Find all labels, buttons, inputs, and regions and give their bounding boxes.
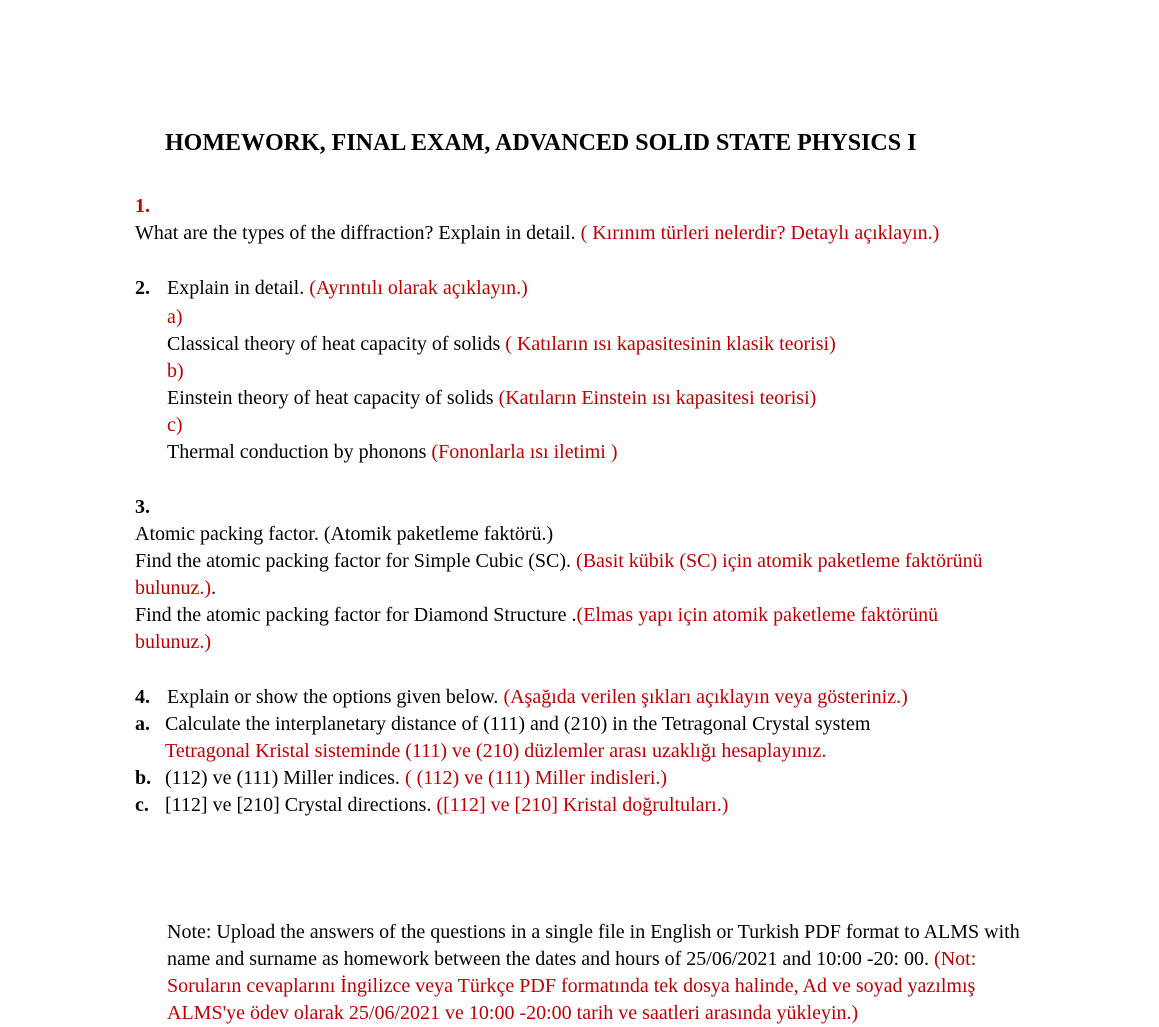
q3-l2-en: Find the atomic packing factor for Simpl… (135, 550, 576, 572)
q4-number: 4. (135, 684, 167, 711)
q2-a-en: Classical theory of heat capacity of sol… (167, 333, 505, 355)
q1-number: 1. (135, 193, 167, 220)
q2-a-label: a) (167, 304, 195, 331)
q3-l3-en: Find the atomic packing factor for Diamo… (135, 604, 577, 626)
q4-a-tr: Tetragonal Kristal sisteminde (111) ve (… (165, 740, 826, 762)
q3-l1-en: Atomic packing factor. (135, 523, 324, 545)
q4-c-label: c. (135, 792, 165, 819)
question-1: 1. What are the types of the diffraction… (135, 193, 1039, 247)
q2-intro-tr: (Ayrıntılı olarak açıklayın.) (309, 277, 528, 299)
q3-number: 3. (135, 494, 167, 521)
q2-b-en: Einstein theory of heat capacity of soli… (167, 387, 499, 409)
q2-a-tr: ( Katıların ısı kapasitesinin klasik teo… (505, 333, 836, 355)
q2-item-a: a) Classical theory of heat capacity of … (167, 304, 1035, 358)
question-2: 2. Explain in detail. (Ayrıntılı olarak … (135, 275, 1039, 466)
q4-b-en: (112) ve (111) Miller indices. (165, 767, 405, 789)
q4-a-label: a. (135, 711, 165, 765)
q4-c-en: [112] ve [210] Crystal directions. (165, 794, 436, 816)
q4-a-en: Calculate the interplanetary distance of… (165, 713, 870, 735)
q4-intro: Explain or show the options given below.… (167, 684, 1035, 711)
q2-item-b: b) Einstein theory of heat capacity of s… (167, 358, 1035, 412)
note-block: Note: Upload the answers of the question… (135, 919, 1039, 1027)
q3-body: Atomic packing factor. (Atomik paketleme… (135, 521, 1003, 656)
q3-l2-dot: . (211, 577, 216, 599)
q2-intro-en: Explain in detail. (167, 277, 309, 299)
q2-b-tr: (Katıların Einstein ısı kapasitesi teori… (499, 387, 817, 409)
note-en: Note: Upload the answers of the question… (167, 921, 1020, 970)
q2-number: 2. (135, 275, 167, 466)
q2-c-label: c) (167, 412, 195, 439)
q1-body: What are the types of the diffraction? E… (135, 220, 1003, 247)
q4-item-a: a. Calculate the interplanetary distance… (135, 711, 1039, 765)
q1-text-tr: ( Kırınım türleri nelerdir? Detaylı açık… (581, 222, 940, 244)
q4-b-label: b. (135, 765, 165, 792)
q2-c-tr: (Fononlarla ısı iletimi ) (431, 441, 617, 463)
q4-item-b: b. (112) ve (111) Miller indices. ( (112… (135, 765, 1039, 792)
question-3: 3. Atomic packing factor. (Atomik paketl… (135, 494, 1039, 656)
q4-c-tr: ([112] ve [210] Kristal doğrultuları.) (436, 794, 728, 816)
q2-item-c: c) Thermal conduction by phonons (Fononl… (167, 412, 1035, 466)
q3-l1-paren: (Atomik paketleme faktörü.) (324, 523, 553, 545)
q2-b-label: b) (167, 358, 195, 385)
q2-body: Explain in detail. (Ayrıntılı olarak açı… (167, 275, 1035, 466)
document-title: HOMEWORK, FINAL EXAM, ADVANCED SOLID STA… (165, 130, 1039, 157)
question-4: 4. Explain or show the options given bel… (135, 684, 1039, 819)
q4-intro-tr: (Aşağıda verilen şıkları açıklayın veya … (503, 686, 907, 708)
q4-b-tr: ( (112) ve (111) Miller indisleri.) (405, 767, 667, 789)
q1-text-en: What are the types of the diffraction? E… (135, 222, 581, 244)
q2-c-en: Thermal conduction by phonons (167, 441, 431, 463)
q4-item-c: c. [112] ve [210] Crystal directions. ([… (135, 792, 1039, 819)
q4-intro-en: Explain or show the options given below. (167, 686, 503, 708)
